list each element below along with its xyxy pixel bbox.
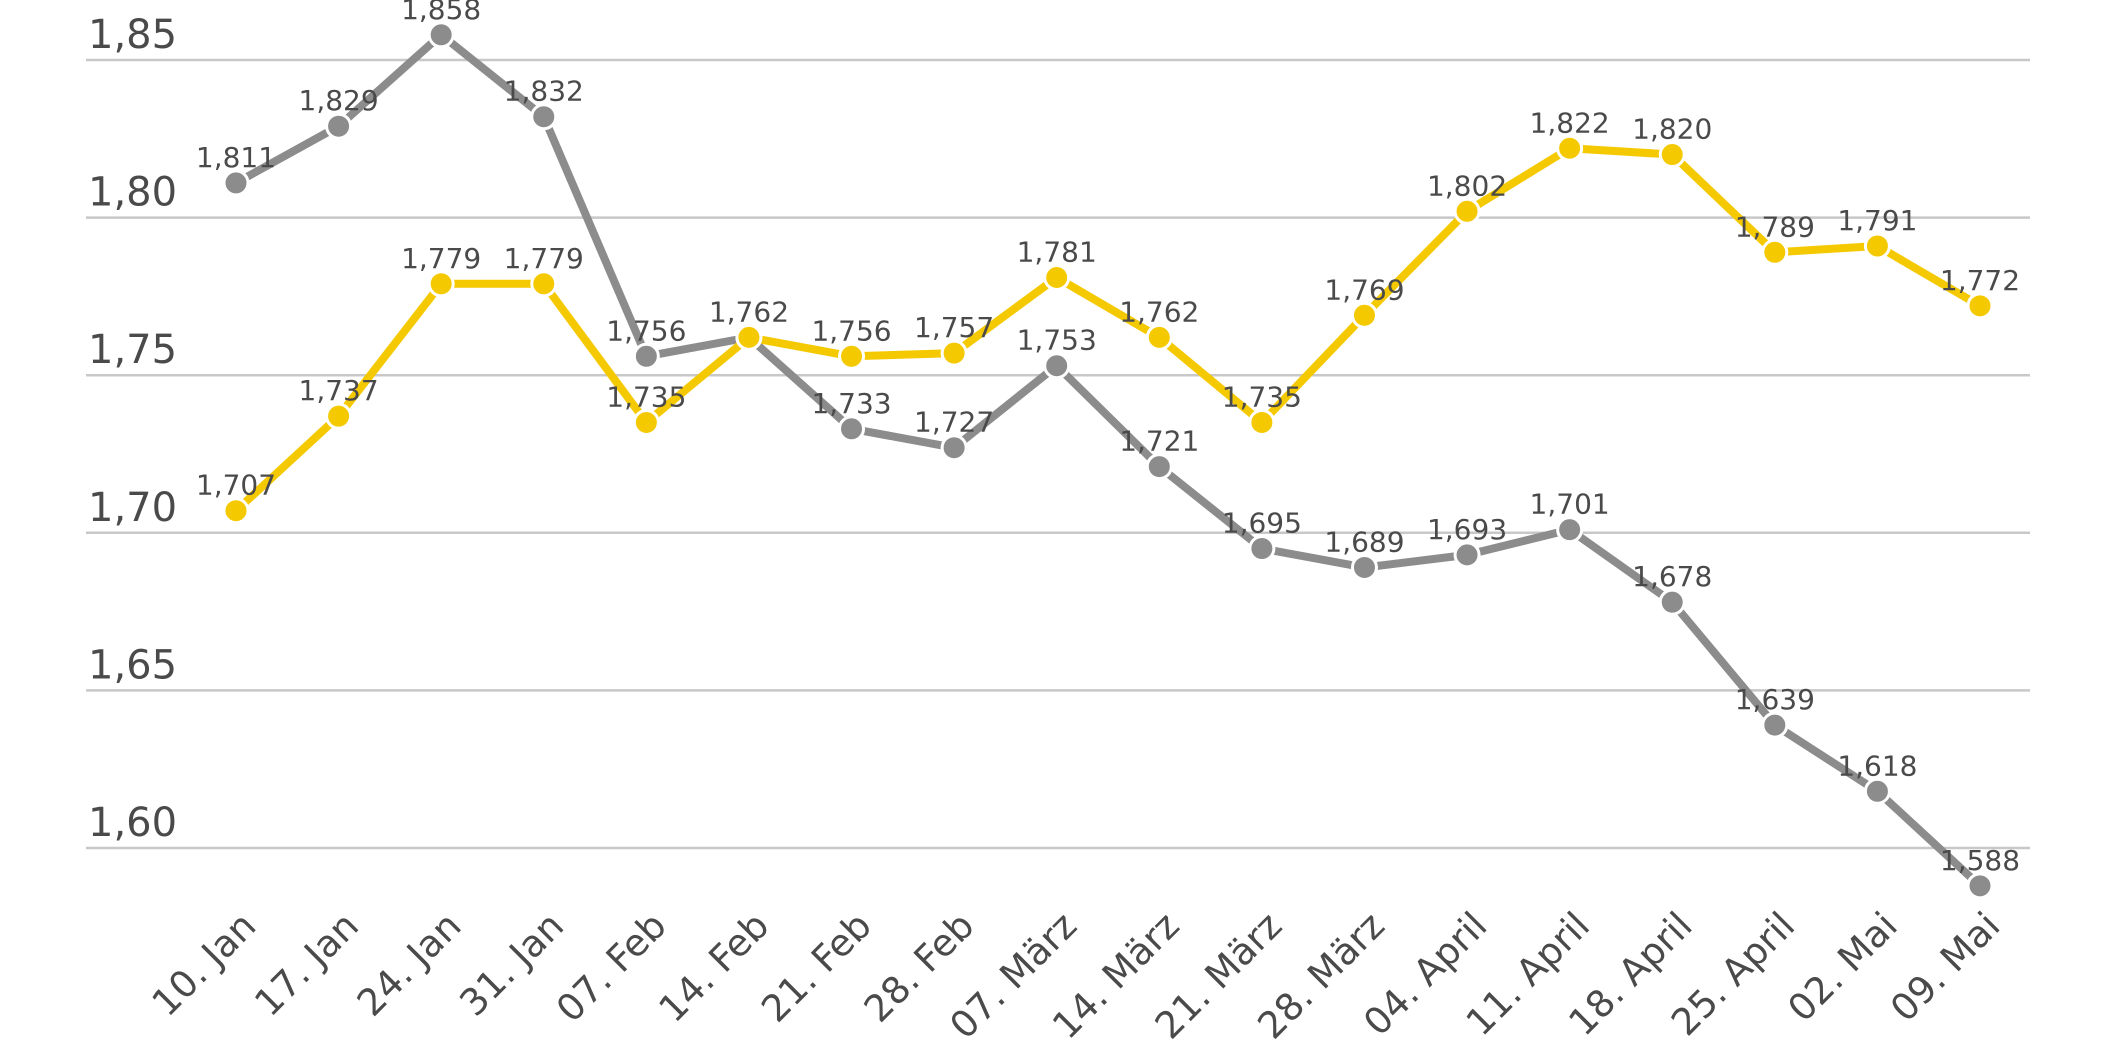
- yellow-series-data-label: 1,772: [1940, 264, 2020, 297]
- yellow-series-point: [1145, 323, 1173, 351]
- x-tick-label: 02. Mai: [1780, 904, 1906, 1030]
- yellow-series-data-label: 1,789: [1735, 210, 1815, 243]
- gray-series-data-label: 1,721: [1119, 425, 1199, 458]
- gray-series-point: [1043, 352, 1071, 380]
- yellow-series-point: [1761, 238, 1789, 266]
- yellow-series-point: [530, 270, 558, 298]
- yellow-series-point: [427, 270, 455, 298]
- gray-series-data-label: 1,829: [299, 84, 379, 117]
- gray-series-data-label: 1,811: [196, 141, 276, 174]
- y-tick-label: 1,60: [88, 800, 177, 846]
- yellow-series-point: [735, 323, 763, 351]
- yellow-series-data-label: 1,735: [1222, 380, 1302, 413]
- x-tick-label: 17. Jan: [246, 904, 367, 1025]
- gray-series-data-label: 1,733: [811, 387, 891, 420]
- yellow-series-data-label: 1,762: [1119, 295, 1199, 328]
- yellow-series-data-label: 1,707: [196, 469, 276, 502]
- gray-series-data-label: 1,693: [1427, 513, 1507, 546]
- yellow-series-point: [1248, 408, 1276, 436]
- series-points: [222, 21, 1994, 900]
- x-tick-label: 24. Jan: [349, 904, 470, 1025]
- gray-series-point: [1453, 541, 1481, 569]
- yellow-series-data-label: 1,735: [606, 380, 686, 413]
- yellow-series-data-label: 1,757: [914, 311, 994, 344]
- yellow-series-data-label: 1,769: [1324, 273, 1404, 306]
- yellow-series-point: [1350, 301, 1378, 329]
- gray-series-data-label: 1,678: [1632, 560, 1712, 593]
- gray-series-line: [232, 30, 1984, 890]
- gray-series-point: [1350, 553, 1378, 581]
- yellow-series-point: [1863, 232, 1891, 260]
- y-tick-label: 1,80: [88, 170, 177, 216]
- y-tick-label: 1,65: [88, 642, 177, 688]
- yellow-series-line: [232, 144, 1984, 515]
- y-tick-label: 1,75: [88, 327, 177, 373]
- gray-series-point: [325, 112, 353, 140]
- gray-series-data-label: 1,858: [401, 0, 481, 26]
- yellow-series-data-label: 1,779: [401, 242, 481, 275]
- yellow-series-point: [632, 408, 660, 436]
- gray-series-data-label: 1,588: [1940, 844, 2020, 877]
- x-tick-label: 09. Mai: [1882, 904, 2008, 1030]
- x-tick-label: 21. Feb: [753, 904, 880, 1031]
- yellow-series-point: [1966, 292, 1994, 320]
- yellow-series-data-label: 1,756: [811, 314, 891, 347]
- gray-series-point: [1658, 588, 1686, 616]
- yellow-series-point: [1658, 141, 1686, 169]
- y-tick-label: 1,85: [88, 12, 177, 58]
- x-tick-label: 10. Jan: [144, 904, 265, 1025]
- y-axis-ticks: 1,60 1,65 1,70 1,75 1,80 1,85: [88, 12, 177, 846]
- x-tick-label: 07. Feb: [548, 904, 675, 1031]
- gray-series-data-label: 1,695: [1222, 507, 1302, 540]
- yellow-series-point: [325, 402, 353, 430]
- gray-series-point: [1248, 535, 1276, 563]
- gray-series-point: [1863, 777, 1891, 805]
- yellow-series-data-label: 1,822: [1530, 106, 1610, 139]
- yellow-series-point: [838, 342, 866, 370]
- yellow-series-data-label: 1,802: [1427, 169, 1507, 202]
- gray-series-data-label: 1,689: [1324, 525, 1404, 558]
- gridlines: [86, 58, 2030, 850]
- gray-series-point: [1145, 453, 1173, 481]
- gray-series-data-label: 1,756: [606, 314, 686, 347]
- yellow-series-data-label: 1,779: [504, 242, 584, 275]
- gray-series-data-label: 1,753: [1017, 324, 1097, 357]
- gray-series-point: [838, 415, 866, 443]
- gray-series-data-label: 1,762: [709, 295, 789, 328]
- x-tick-label: 14. Feb: [651, 904, 778, 1031]
- yellow-series-point: [1043, 263, 1071, 291]
- yellow-series-data-label: 1,820: [1632, 113, 1712, 146]
- gray-series-point: [632, 342, 660, 370]
- gray-series-point: [427, 21, 455, 49]
- gray-series-point: [530, 103, 558, 131]
- yellow-series-point: [1453, 197, 1481, 225]
- gray-series-data-label: 1,727: [914, 406, 994, 439]
- yellow-series-data-label: 1,791: [1837, 204, 1917, 237]
- yellow-series-point: [940, 339, 968, 367]
- gray-series-data-label: 1,639: [1735, 683, 1815, 716]
- yellow-series-data-label: 1,781: [1017, 235, 1097, 268]
- gray-series-point: [1966, 872, 1994, 900]
- gray-series-data-label: 1,701: [1530, 488, 1610, 521]
- yellow-series-point: [1556, 134, 1584, 162]
- gray-series-point: [1556, 516, 1584, 544]
- gray-series-point: [1761, 711, 1789, 739]
- gray-series-data-label: 1,618: [1837, 749, 1917, 782]
- gray-series-point: [222, 169, 250, 197]
- yellow-series-point: [222, 497, 250, 525]
- gray-series-point: [940, 434, 968, 462]
- data-labels: 1,811 1,829 1,858 1,832 1,756 1,762 1,733 1,727…: [196, 0, 2020, 877]
- series-lines: [232, 30, 1984, 890]
- gray-series-data-label: 1,832: [504, 75, 584, 108]
- yellow-series-data-label: 1,737: [299, 374, 379, 407]
- y-tick-label: 1,70: [88, 485, 177, 531]
